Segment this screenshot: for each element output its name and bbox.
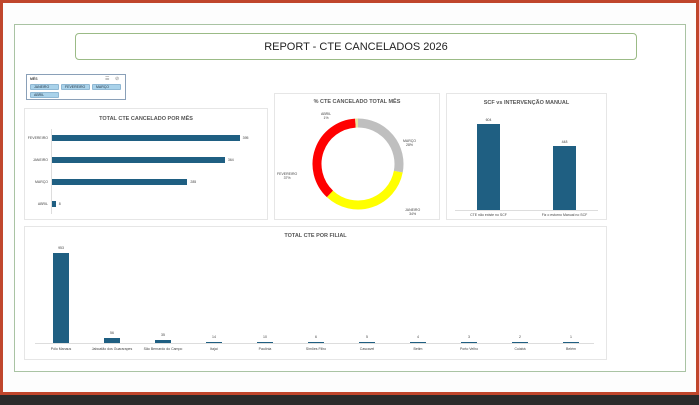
axis-line [35,343,594,344]
slicer-label: MÊS [30,77,38,81]
slicer-item-abril[interactable]: ABRIL [30,92,59,98]
data-label: 1 [570,335,572,339]
category-label: MARÇO [34,180,48,184]
category-label: ABRIL [37,202,48,206]
data-label: 2 [519,335,521,339]
slice-label: FEVEREIRO 37% [277,172,297,180]
chart-title: TOTAL CTE CANCELADO POR MÊS [99,116,193,122]
chart-scf-vs-manual: SCF vs INTERVENÇÃO MANUAL 604 CTE não exi… [446,93,607,220]
clear-filter-icon[interactable]: ⊘ [115,76,120,82]
category-label: Cuiabá [514,347,526,351]
chart-title: SCF vs INTERVENÇÃO MANUAL [483,100,570,106]
data-label: 5 [366,335,368,339]
data-label: 35 [161,332,165,337]
bar-filial [257,342,273,343]
bar-scf-1 [553,146,576,210]
chart-por-filial: TOTAL CTE POR FILIAL 953 Pólo Manaus 56 Jab… [24,226,607,360]
data-label: 448 [561,140,568,144]
slice-category: ABRIL [321,112,332,116]
data-label: 56 [110,330,114,335]
bar-filial [104,337,120,343]
category-label: FEVEREIRO [27,136,48,140]
chart-title: % CTE CANCELADO TOTAL MÊS [313,99,401,105]
slice-label: MARÇO 28% [403,139,416,147]
bar-filial [155,339,171,343]
category-label: São Bernardo do Campo [143,347,183,351]
slice-percent: 37% [283,176,291,180]
multi-select-icon[interactable]: ☰ [105,76,110,82]
bar-filial [461,342,477,343]
slice-percent: 34% [409,212,417,216]
slice-label: ABRIL 1% [321,112,331,120]
bar-abril [52,201,56,207]
slice-fevereiro [312,118,356,198]
report-title: REPORT - CTE CANCELADOS 2026 [75,33,637,60]
data-label: 6 [315,335,317,339]
data-label: 285 [190,180,197,184]
data-label: 4 [417,335,419,339]
category-label: Betim [413,347,423,351]
category-label: Paulínia [258,347,272,351]
data-label: 3 [468,335,470,339]
category-label: CTE não existe no SCF [470,213,507,217]
bar-filial [359,342,375,343]
data-label: 14 [212,334,216,339]
data-label: 953 [58,246,64,251]
bar-março [52,179,188,185]
slicer-item-janeiro[interactable]: JANEIRO [30,84,59,90]
bar-scf-0 [477,123,500,210]
month-slicer[interactable]: MÊS ☰ ⊘ JANEIRO FEVEREIRO MARÇO ABRIL [26,74,126,100]
category-label: Simões Filho [305,347,327,351]
data-label: 10 [263,335,267,339]
bar-filial [206,341,222,343]
slice-percent: 28% [406,143,414,147]
data-label: 8 [58,202,61,206]
bar-filial [308,342,324,343]
slice-category: JANEIRO [405,208,421,212]
chart-title: TOTAL CTE POR FILIAL [284,233,347,239]
category-label: Itajaí [210,347,218,351]
slice-março [357,118,404,173]
bar-janeiro [52,157,225,163]
category-label: Porto Velho [459,347,479,351]
data-label: 395 [242,136,249,140]
donut-chart [312,118,404,210]
category-label: Fiz o estorno Manual no SCF [541,213,588,217]
category-label: Belém [566,347,576,351]
bar-filial [410,342,426,343]
bar-fevereiro [52,135,240,141]
category-label: Jaboatão dos Guararapes [91,347,133,351]
axis-line [455,210,598,211]
slice-category: MARÇO [403,139,417,143]
slicer-item-fevereiro[interactable]: FEVEREIRO [61,84,90,90]
slicer-item-marco[interactable]: MARÇO [92,84,121,90]
bar-filial [512,342,528,343]
axis-line [51,129,52,214]
data-label: 364 [227,158,234,162]
chart-percent-mes: % CTE CANCELADO TOTAL MÊS MARÇO 28% JANEIR… [274,93,440,220]
slice-category: FEVEREIRO [277,172,298,176]
data-label: 604 [485,117,492,122]
bar-filial [563,342,579,343]
bar-filial [53,253,69,343]
slice-percent: 1% [323,116,329,120]
slice-janeiro [326,170,403,210]
category-label: Pólo Manaus [50,347,72,351]
chart-cancelado-por-mes: TOTAL CTE CANCELADO POR MÊS FEVEREIRO 395… [24,108,268,220]
category-label: JANEIRO [32,158,48,162]
category-label: Cascavel [359,347,375,351]
slice-label: JANEIRO 34% [405,208,420,216]
